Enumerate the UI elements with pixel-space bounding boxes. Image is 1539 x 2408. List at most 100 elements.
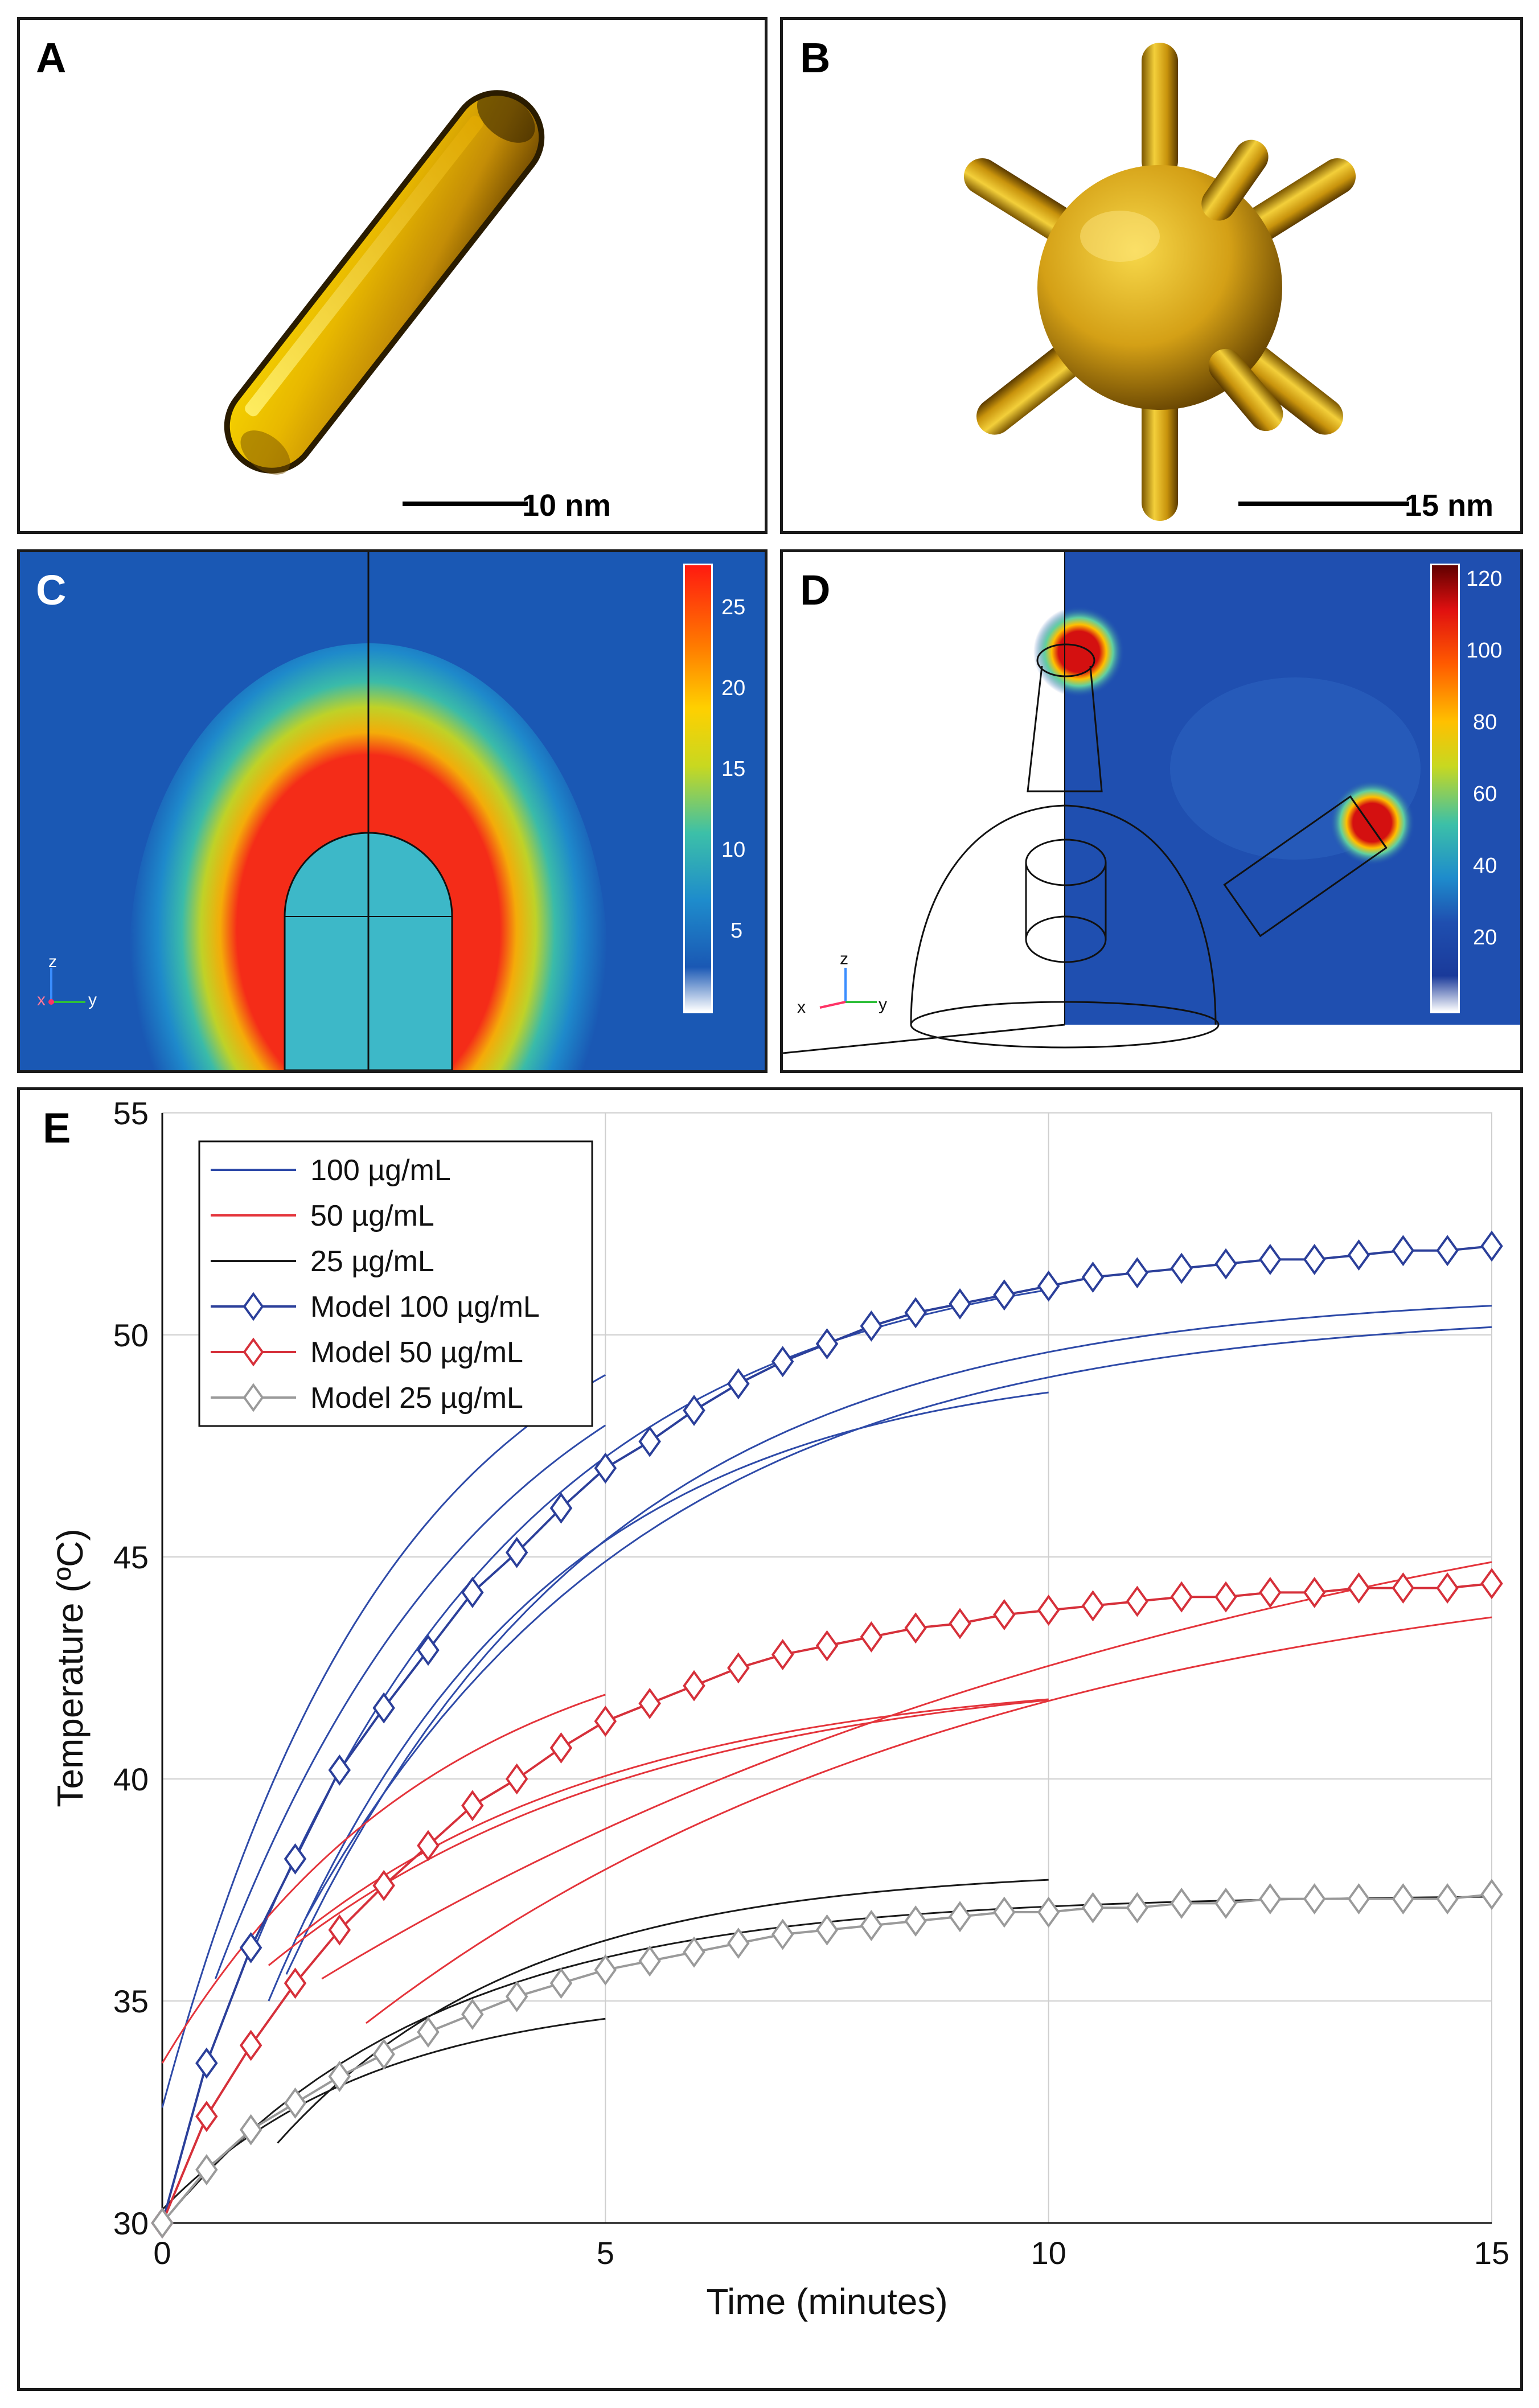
temperature-chart: 0 5 10 15 30 35 40 45 50 55 100 µg/mL 50 µg/mL 25 µ… bbox=[50, 1095, 1509, 2322]
model-marker bbox=[372, 2039, 395, 2070]
model-marker bbox=[1170, 1581, 1193, 1613]
panel-b: B 15 nm bbox=[780, 17, 1523, 534]
y-tick-label: 50 bbox=[113, 1317, 149, 1353]
model-marker bbox=[505, 1536, 528, 1568]
model-marker bbox=[195, 2047, 218, 2079]
spike-upper-right bbox=[1239, 158, 1356, 245]
model-marker bbox=[1214, 1248, 1237, 1280]
model-marker bbox=[1347, 1572, 1370, 1604]
model-marker bbox=[505, 1763, 528, 1795]
panel-c: C 25 20 15 10 5 z x y bbox=[17, 549, 768, 1073]
model-marker bbox=[1480, 1230, 1503, 1262]
experimental-curve bbox=[268, 1391, 1049, 2002]
spike-top bbox=[1142, 43, 1178, 179]
nanorod bbox=[224, 90, 545, 475]
model-marker bbox=[1436, 1572, 1459, 1604]
model-marker bbox=[949, 1288, 971, 1320]
model-marker bbox=[993, 1896, 1016, 1928]
colorbar-d-tick-20: 20 bbox=[1473, 926, 1497, 950]
model-marker bbox=[594, 1954, 617, 1986]
model-marker bbox=[860, 1310, 883, 1342]
y-tick-label: 45 bbox=[113, 1539, 149, 1575]
model-marker bbox=[1392, 1572, 1415, 1604]
legend-label: Model 50 µg/mL bbox=[310, 1336, 523, 1369]
model-marker bbox=[1126, 1585, 1149, 1617]
colorbar-c-tick-25: 25 bbox=[721, 595, 746, 619]
colorbar-d-tick-40: 40 bbox=[1473, 854, 1497, 878]
model-marker bbox=[904, 1297, 927, 1329]
model-marker bbox=[372, 1692, 395, 1724]
y-axis-label: Temperature (ºC) bbox=[50, 1528, 91, 1807]
axis-d-z: z bbox=[840, 950, 848, 968]
model-marker bbox=[328, 1754, 351, 1786]
spike-front-upper bbox=[1201, 139, 1269, 221]
model-marker bbox=[195, 2101, 218, 2132]
colorbar-d-tick-100: 100 bbox=[1466, 639, 1503, 663]
nanostar bbox=[963, 43, 1356, 521]
model-marker bbox=[549, 1967, 573, 1999]
legend-label: 50 µg/mL bbox=[310, 1199, 434, 1232]
model-marker bbox=[461, 1790, 484, 1822]
axis-triad-d bbox=[819, 968, 877, 1009]
model-marker bbox=[417, 1634, 440, 1666]
model-marker bbox=[1436, 1883, 1459, 1915]
model-marker bbox=[1303, 1576, 1326, 1608]
model-marker bbox=[1170, 1887, 1193, 1919]
panel-label-a: A bbox=[36, 34, 67, 81]
model-marker bbox=[1081, 1590, 1105, 1622]
panel-label-c: C bbox=[36, 566, 67, 614]
model-marker bbox=[1259, 1243, 1282, 1275]
model-marker bbox=[1170, 1252, 1193, 1284]
model-marker bbox=[1126, 1892, 1149, 1924]
y-tick-label: 40 bbox=[113, 1761, 149, 1797]
model-marker bbox=[1081, 1892, 1105, 1924]
model-marker bbox=[239, 2114, 262, 2146]
model-marker bbox=[993, 1599, 1016, 1630]
model-marker bbox=[594, 1706, 617, 1737]
model-marker bbox=[461, 1576, 484, 1608]
model-marker bbox=[328, 2061, 351, 2093]
model-marker bbox=[904, 1905, 927, 1937]
model-marker bbox=[727, 1652, 750, 1684]
x-tick-label: 10 bbox=[1031, 2235, 1066, 2271]
model-marker bbox=[1214, 1581, 1237, 1613]
model-marker bbox=[372, 1869, 395, 1901]
colorbar-c bbox=[683, 564, 713, 1013]
axis-c-y: y bbox=[88, 991, 97, 1009]
legend-label: Model 25 µg/mL bbox=[310, 1382, 523, 1415]
legend-box bbox=[198, 1140, 593, 1427]
model-marker bbox=[1081, 1261, 1105, 1293]
axis-triad-c bbox=[48, 968, 85, 1005]
model-marker bbox=[860, 1909, 883, 1941]
legend-label: Model 100 µg/mL bbox=[310, 1291, 540, 1324]
spike-front-lower bbox=[1208, 348, 1283, 432]
panel-a: A 10 nm bbox=[17, 17, 768, 534]
experimental-curve bbox=[285, 1305, 1492, 1975]
colorbar-c-tick-10: 10 bbox=[721, 838, 746, 862]
experimental-curve bbox=[294, 1698, 1049, 1939]
axis-d-y: y bbox=[879, 995, 887, 1014]
colorbar-d-tick-80: 80 bbox=[1473, 710, 1497, 734]
model-marker bbox=[243, 1292, 264, 1321]
nanostar-illustration bbox=[963, 43, 1356, 521]
spike-bottom bbox=[1142, 390, 1178, 521]
model-marker bbox=[239, 2029, 262, 2061]
model-marker bbox=[284, 1843, 307, 1875]
legend-label: 100 µg/mL bbox=[310, 1154, 451, 1187]
model-marker bbox=[1037, 1896, 1060, 1928]
model-marker bbox=[1436, 1235, 1459, 1267]
field-map-rod bbox=[20, 552, 765, 1070]
model-marker bbox=[683, 1395, 705, 1427]
model-marker bbox=[815, 1914, 839, 1946]
model-marker bbox=[638, 1425, 661, 1457]
model-marker bbox=[638, 1687, 661, 1719]
chart-legend: 100 µg/mL 50 µg/mL 25 µg/mL Model 100 µg/mL… bbox=[198, 1140, 593, 1427]
chart-model-series bbox=[151, 1230, 1503, 2239]
model-marker bbox=[949, 1901, 971, 1933]
model-marker bbox=[243, 1383, 264, 1412]
model-marker bbox=[1259, 1576, 1282, 1608]
scalebar-label-b: 15 nm bbox=[1405, 488, 1494, 523]
model-marker bbox=[1392, 1235, 1415, 1267]
colorbar-d-tick-120: 120 bbox=[1466, 567, 1503, 591]
model-marker bbox=[860, 1621, 883, 1653]
